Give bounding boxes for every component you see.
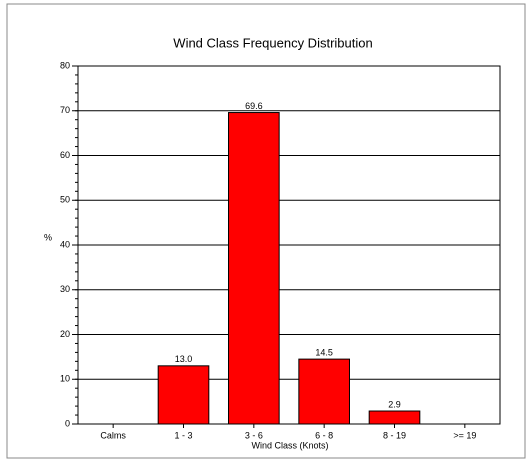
x-tick-label: Calms <box>100 430 126 440</box>
y-tick-label: 50 <box>60 195 70 205</box>
bar <box>368 410 421 425</box>
y-tick-label: 70 <box>60 105 70 115</box>
value-label: 13.0 <box>175 354 193 364</box>
value-label: 69.6 <box>245 101 263 111</box>
y-tick-label: 30 <box>60 284 70 294</box>
plot-border <box>77 65 501 425</box>
y-axis-label: % <box>44 232 52 242</box>
x-tick-label: 1 - 3 <box>174 430 192 440</box>
x-axis-label: Wind Class (Knots) <box>251 440 328 450</box>
bar <box>298 358 350 425</box>
bar <box>228 112 280 425</box>
y-tick-label: 60 <box>60 150 70 160</box>
x-tick-label: 3 - 6 <box>245 430 263 440</box>
y-tick-label: 0 <box>65 418 70 428</box>
x-tick-label: 6 - 8 <box>315 430 333 440</box>
chart-title: Wind Class Frequency Distribution <box>173 35 372 50</box>
bar <box>157 365 210 425</box>
y-tick-label: 80 <box>60 60 70 70</box>
value-label: 2.9 <box>388 399 401 409</box>
y-tick-label: 10 <box>60 374 70 384</box>
x-tick-label: 8 - 19 <box>383 430 406 440</box>
value-label: 14.5 <box>315 347 333 357</box>
y-tick-label: 20 <box>60 329 70 339</box>
x-tick-label: >= 19 <box>453 430 476 440</box>
y-tick-label: 40 <box>60 239 70 249</box>
